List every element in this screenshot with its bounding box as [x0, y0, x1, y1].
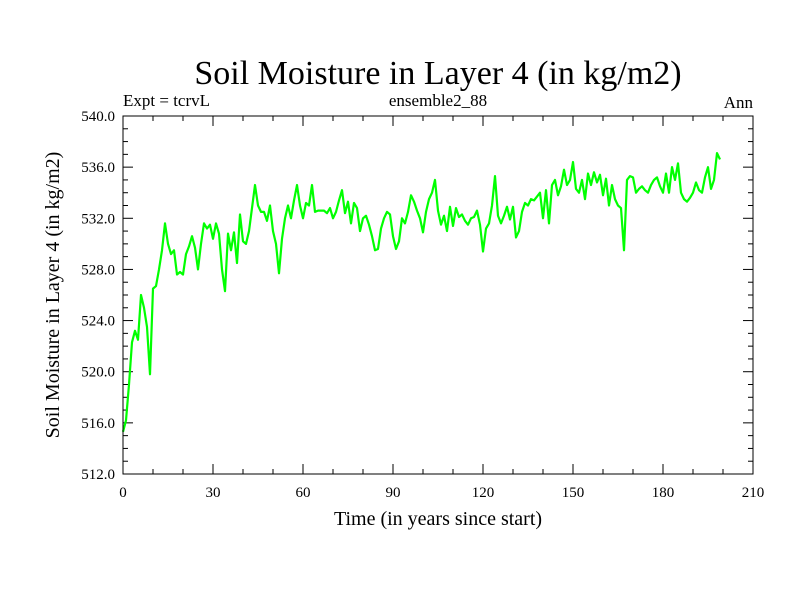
y-tick-label: 540.0 [81, 109, 115, 125]
y-tick-label: 536.0 [81, 160, 115, 176]
chart-title: Soil Moisture in Layer 4 (in kg/m2) [194, 55, 681, 92]
center-subtitle: ensemble2_88 [389, 91, 487, 110]
x-tick-label: 90 [386, 485, 401, 501]
y-axis-tick-labels: 512.0 516.0 520.0 524.0 528.0 532.0 536.0 540.0 [81, 109, 115, 483]
y-tick-label: 524.0 [81, 314, 115, 330]
x-tick-label: 0 [119, 485, 127, 501]
x-tick-label: 120 [472, 485, 495, 501]
x-tick-label: 180 [652, 485, 675, 501]
x-tick-label: 150 [562, 485, 585, 501]
y-tick-label: 528.0 [81, 262, 115, 278]
x-axis-ticks [122, 116, 754, 474]
y-axis-label: Soil Moisture in Layer 4 (in kg/m2) [42, 152, 64, 439]
y-tick-label: 516.0 [81, 416, 115, 432]
plot-frame [122, 115, 754, 475]
right-subtitle: Ann [724, 93, 754, 112]
y-axis-ticks [123, 115, 753, 475]
x-axis-tick-labels: 0 30 60 90 120 150 180 210 [119, 485, 764, 501]
x-axis-label: Time (in years since start) [334, 508, 542, 530]
y-tick-label: 520.0 [81, 365, 115, 381]
x-tick-label: 60 [296, 485, 311, 501]
y-tick-label: 532.0 [81, 211, 115, 227]
x-tick-label: 30 [206, 485, 221, 501]
x-tick-label: 210 [742, 485, 765, 501]
data-series-line [121, 151, 721, 433]
left-subtitle: Expt = tcrvL [123, 91, 210, 110]
y-tick-label: 512.0 [81, 467, 115, 483]
